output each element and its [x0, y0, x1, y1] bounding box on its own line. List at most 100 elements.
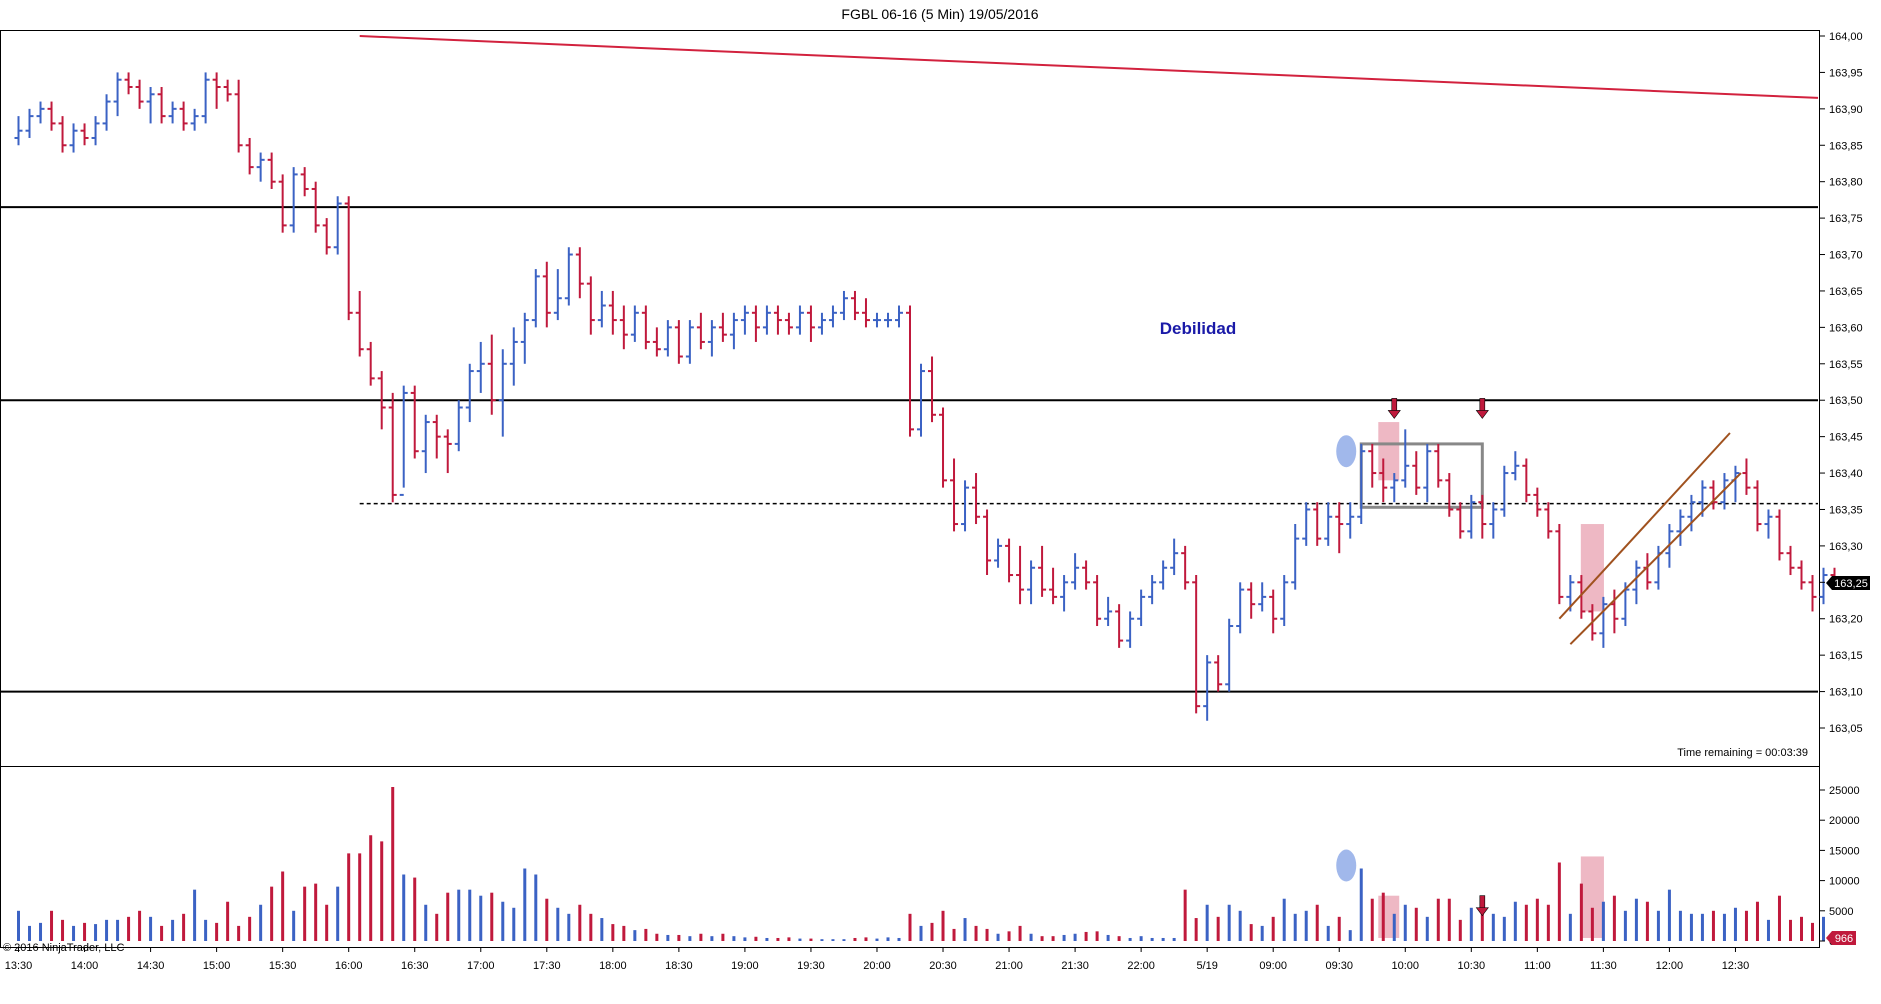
ohlc-bar: [1500, 465, 1509, 517]
time-axis-label: 15:30: [269, 960, 297, 972]
price-axis-label: 163,95: [1829, 67, 1863, 79]
ohlc-bar: [146, 86, 155, 124]
down-arrow-icon: [1475, 895, 1489, 917]
ohlc-bar: [1357, 443, 1366, 525]
ohlc-bar: [1687, 494, 1696, 532]
time-axis-label: 13:30: [5, 960, 33, 972]
ohlc-bar: [1082, 560, 1091, 590]
time-axis-label: 15:00: [203, 960, 231, 972]
ohlc-bar: [972, 473, 981, 525]
ohlc-bar: [1709, 480, 1718, 510]
ohlc-bar: [928, 356, 937, 423]
ohlc-bar: [1368, 443, 1377, 488]
time-axis-label: 20:30: [929, 960, 957, 972]
ohlc-bar: [652, 327, 661, 357]
ohlc-bar: [828, 305, 837, 328]
ohlc-bar: [190, 108, 199, 131]
ohlc-bar: [179, 101, 188, 131]
volume-axis-label: 15000: [1829, 845, 1860, 857]
time-axis-label: 22:00: [1127, 960, 1155, 972]
ohlc-bar: [762, 305, 771, 335]
ohlc-bar: [355, 290, 364, 357]
time-axis-label: 10:30: [1458, 960, 1486, 972]
ohlc-bar: [707, 320, 716, 357]
ohlc-bar: [1533, 487, 1542, 517]
price-axis-label: 163,75: [1829, 213, 1863, 225]
time-axis-label: 14:00: [71, 960, 99, 972]
time-axis-label: 12:30: [1722, 960, 1750, 972]
time-axis-label: 17:30: [533, 960, 561, 972]
ohlc-bar: [1797, 560, 1806, 590]
price-axis-label: 163,05: [1829, 723, 1863, 735]
ohlc-bar: [278, 174, 287, 233]
price-axis-label: 163,10: [1829, 687, 1863, 699]
time-axis-label: 10:00: [1392, 960, 1420, 972]
price-axis-label: 163,65: [1829, 286, 1863, 298]
ohlc-bar: [1269, 589, 1278, 634]
price-axis-label: 163,20: [1829, 614, 1863, 626]
ohlc-bar: [1181, 545, 1190, 590]
ohlc-bar: [906, 305, 914, 437]
last-volume-marker: 966: [1826, 931, 1856, 945]
ohlc-bar: [1247, 582, 1256, 619]
time-axis-label: 18:00: [599, 960, 627, 972]
price-axis-label: 163,80: [1829, 177, 1863, 189]
ohlc-bar: [58, 116, 67, 153]
ohlc-bar: [201, 72, 210, 124]
ohlc-bar: [542, 261, 551, 328]
time-axis: 13:30 14:00 14:30 15:00 15:30 16:00 16:30 17:00…: [5, 947, 1749, 972]
ohlc-bar: [729, 312, 738, 350]
time-axis-label: 17:00: [467, 960, 495, 972]
ohlc-bar: [69, 123, 78, 153]
ohlc-bar: [564, 247, 573, 306]
ohlc-bar: [994, 538, 1003, 568]
volume-axis-label: 10000: [1829, 876, 1860, 888]
highlight-circle-volume: [1336, 849, 1357, 882]
ohlc-bar: [751, 305, 760, 342]
descending-trendline: [359, 35, 1819, 99]
ohlc-bar: [234, 79, 243, 153]
ohlc-bar: [421, 414, 430, 474]
ohlc-bar: [586, 276, 595, 335]
channel-line: [1569, 472, 1742, 645]
ohlc-bar: [1544, 502, 1553, 539]
copyright-label: © 2016 NinjaTrader, LLC: [3, 942, 124, 954]
ohlc-bar: [311, 181, 320, 233]
price-axis-label: 163,50: [1829, 395, 1863, 407]
ohlc-bar: [1280, 575, 1289, 627]
down-arrow-head: [1387, 410, 1401, 419]
ohlc-bar: [322, 218, 331, 255]
ohlc-bar: [1071, 553, 1080, 590]
time-axis-label: 19:00: [731, 960, 759, 972]
price-axis-label: 163,45: [1829, 432, 1863, 444]
volume-panel-frame: [0, 766, 1820, 948]
ohlc-bar: [102, 94, 111, 131]
ohlc-bar: [212, 72, 221, 109]
price-axis-label: 163,55: [1829, 359, 1863, 371]
ohlc-bars: [14, 72, 1839, 721]
time-axis-label: 21:00: [995, 960, 1023, 972]
price-axis-label: 163,70: [1829, 250, 1863, 262]
time-axis-label: 16:00: [335, 960, 363, 972]
price-axis-label: 163,85: [1829, 140, 1863, 152]
price-axis-label: 163,15: [1829, 650, 1863, 662]
highlight-box-price: [1580, 524, 1604, 612]
ohlc-bar: [498, 349, 507, 437]
ohlc-bar: [135, 79, 144, 109]
ohlc-bar: [1599, 596, 1608, 648]
down-arrow-shaft: [1391, 398, 1398, 412]
ohlc-bar: [399, 385, 408, 496]
time-axis-label: 12:00: [1656, 960, 1684, 972]
ohlc-bar: [443, 429, 452, 474]
ohlc-bar: [619, 305, 628, 350]
ohlc-bar: [1148, 575, 1157, 605]
annotation-debilidad: Debilidad: [1160, 319, 1237, 338]
ohlc-bar: [1412, 451, 1421, 495]
ohlc-bar: [1027, 560, 1036, 605]
ohlc-bar: [1016, 545, 1025, 605]
ohlc-bar: [1038, 545, 1047, 597]
ohlc-bar: [1577, 575, 1586, 619]
ohlc-bar: [1555, 524, 1564, 605]
